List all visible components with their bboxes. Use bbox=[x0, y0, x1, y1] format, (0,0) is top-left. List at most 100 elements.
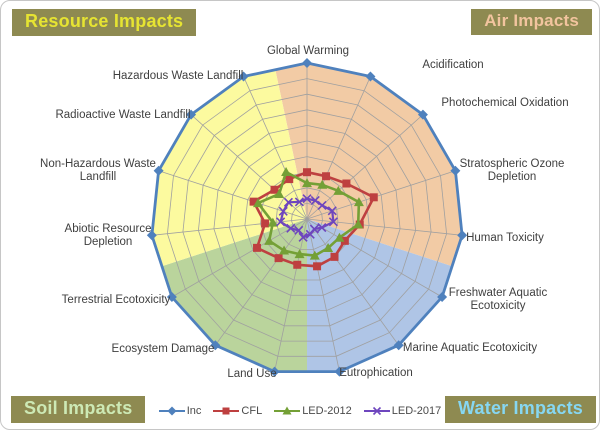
marker-diamond bbox=[269, 366, 280, 377]
marker-diamond bbox=[334, 366, 345, 377]
axis-label-land-use: Land Use bbox=[227, 368, 276, 380]
triangle-marker-icon bbox=[274, 406, 301, 415]
marker-triangle bbox=[309, 250, 320, 260]
marker-diamond bbox=[450, 165, 461, 176]
marker-x bbox=[328, 217, 338, 227]
marker-diamond bbox=[186, 109, 197, 120]
quadrant-water-fill bbox=[307, 219, 453, 372]
marker-x bbox=[317, 223, 327, 233]
grid-ring bbox=[228, 140, 386, 296]
axis-spoke bbox=[214, 218, 308, 346]
marker-diamond bbox=[417, 109, 428, 120]
series-line-cfl bbox=[252, 170, 376, 268]
marker-triangle bbox=[267, 217, 278, 227]
marker-triangle bbox=[353, 219, 364, 229]
marker-x bbox=[317, 200, 327, 210]
marker-square bbox=[261, 219, 270, 228]
legend-item-led-2017: LED-2017 bbox=[363, 405, 441, 417]
corner-label-air: Air Impacts bbox=[471, 9, 592, 35]
axis-label-terrestrial-ecotoxicity: Terrestrial Ecotoxicity bbox=[62, 294, 171, 306]
marker-diamond bbox=[166, 292, 177, 302]
marker-diamond bbox=[437, 292, 448, 302]
corner-label-water: Water Impacts bbox=[445, 396, 596, 423]
marker-square bbox=[270, 185, 279, 194]
corner-label-resource-text: Resource Impacts bbox=[25, 11, 184, 31]
marker-triangle bbox=[302, 178, 312, 188]
corner-label-soil-text: Soil Impacts bbox=[24, 398, 133, 418]
marker-triangle bbox=[353, 197, 364, 207]
marker-x bbox=[310, 195, 320, 206]
marker-x bbox=[305, 229, 315, 239]
chart-legend: Inc CFL LED-2012 LED-2017 bbox=[1, 401, 599, 421]
axis-label-radioactive-waste-landfill: Radioactive Waste Landfill bbox=[55, 109, 190, 121]
marker-diamond bbox=[457, 230, 468, 241]
grid-ring bbox=[275, 187, 339, 250]
diamond-marker-icon bbox=[158, 406, 185, 416]
grid-ring bbox=[182, 93, 432, 342]
marker-square bbox=[293, 260, 302, 269]
corner-label-air-text: Air Impacts bbox=[484, 11, 579, 30]
marker-diamond bbox=[238, 71, 249, 82]
marker-x bbox=[327, 206, 337, 216]
marker-triangle bbox=[323, 243, 334, 253]
grid-ring bbox=[244, 156, 370, 281]
axis-label-photochemical-oxidation: Photochemical Oxidation bbox=[441, 97, 568, 109]
axis-label-stratospheric-ozone: Stratospheric Ozone Depletion bbox=[460, 158, 565, 183]
legend-label: CFL bbox=[241, 405, 263, 417]
legend-item-cfl: CFL bbox=[213, 405, 262, 417]
marker-square bbox=[285, 175, 294, 184]
axis-spoke bbox=[306, 76, 371, 220]
marker-square bbox=[313, 262, 322, 271]
marker-square bbox=[274, 254, 283, 263]
marker-diamond bbox=[210, 340, 221, 351]
marker-triangle bbox=[274, 188, 285, 198]
marker-x bbox=[302, 194, 312, 204]
axis-spoke bbox=[243, 76, 308, 220]
legend-marker bbox=[222, 407, 230, 415]
marker-square bbox=[369, 193, 378, 202]
axis-label-ecosystem-damage: Ecosystem Damage bbox=[112, 343, 215, 355]
axis-label-acidification: Acidification bbox=[422, 59, 483, 71]
marker-x bbox=[286, 223, 296, 233]
axis-label-global-warming: Global Warming bbox=[267, 45, 349, 57]
marker-triangle bbox=[279, 245, 290, 255]
marker-square bbox=[249, 197, 258, 206]
legend-marker bbox=[372, 406, 381, 416]
square-marker-icon bbox=[213, 407, 240, 415]
axis-label-human-toxicity: Human Toxicity bbox=[466, 232, 544, 244]
axis-spoke bbox=[306, 218, 400, 346]
grid-ring bbox=[166, 78, 448, 357]
marker-diamond bbox=[393, 340, 404, 351]
quadrant-soil-fill bbox=[161, 219, 307, 372]
grid-ring bbox=[197, 109, 417, 327]
marker-x bbox=[276, 217, 286, 227]
marker-x bbox=[278, 206, 288, 216]
marker-x bbox=[283, 197, 294, 207]
marker-x bbox=[298, 232, 308, 242]
marker-square bbox=[303, 168, 311, 177]
series-line-inc bbox=[150, 61, 464, 374]
marker-triangle bbox=[253, 198, 264, 208]
marker-square bbox=[340, 236, 349, 245]
axis-label-hazardous-waste-landfill: Hazardous Waste Landfill bbox=[113, 70, 244, 82]
legend-marker bbox=[282, 406, 292, 415]
axis-label-freshwater-aquatic: Freshwater Aquatic Ecotoxicity bbox=[449, 287, 548, 312]
marker-diamond bbox=[365, 71, 376, 82]
axis-spoke bbox=[171, 218, 308, 298]
legend-item-inc: Inc bbox=[158, 405, 201, 417]
series-line-led-2017 bbox=[279, 197, 335, 239]
legend-item-led-2012: LED-2012 bbox=[274, 405, 352, 417]
marker-square bbox=[253, 243, 262, 252]
axis-spoke bbox=[306, 114, 424, 220]
axis-spoke bbox=[306, 218, 340, 372]
marker-triangle bbox=[334, 232, 345, 242]
marker-diamond bbox=[153, 165, 164, 176]
marker-square bbox=[330, 252, 339, 261]
series-line-led-2012 bbox=[256, 170, 361, 257]
marker-diamond bbox=[302, 58, 312, 68]
corner-label-soil: Soil Impacts bbox=[11, 396, 146, 423]
corner-label-resource: Resource Impacts bbox=[12, 9, 197, 36]
grid-ring bbox=[213, 124, 401, 312]
